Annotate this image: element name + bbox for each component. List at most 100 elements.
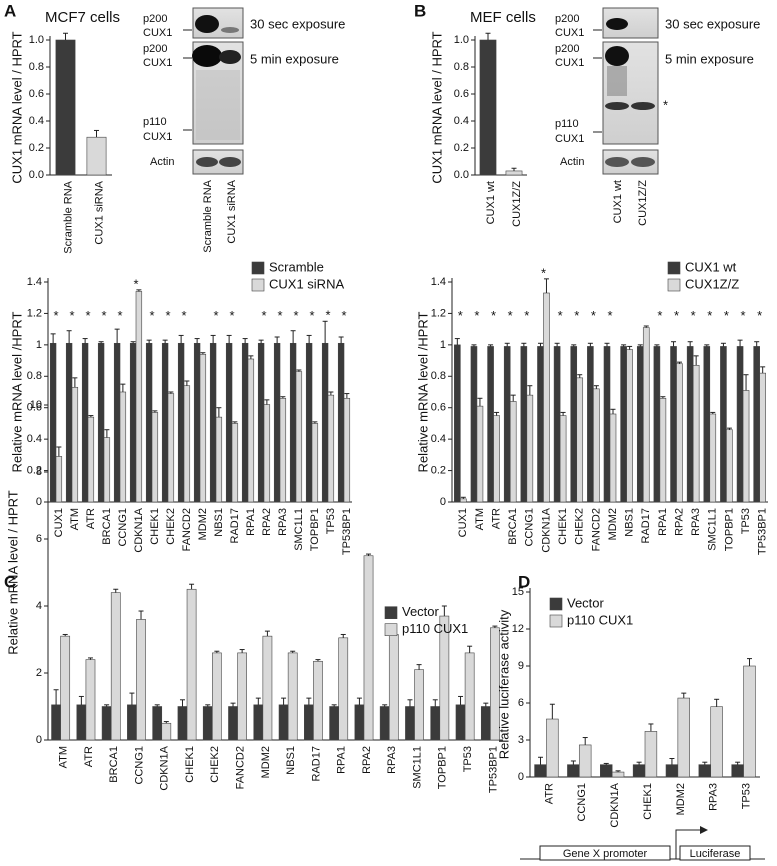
bar [464,652,475,741]
bar [388,634,399,741]
bar [626,349,633,503]
bar [135,291,143,503]
bar [101,706,112,741]
bar [632,764,646,778]
reporter-diagram [520,826,765,861]
bar [642,327,650,503]
significance-mark: * [341,308,346,323]
legend-swatch [251,278,265,292]
x-tick-label: RPA3 [690,508,702,536]
bar [726,429,733,503]
y-tick-label: 10 [30,399,42,411]
bar [329,706,339,741]
bar [338,637,349,741]
bar [60,635,71,741]
y-tick-label: 6 [36,533,42,545]
lane-label: CUX1 siRNA [226,179,238,243]
bar [354,704,365,741]
bar [343,397,351,503]
bar [151,412,159,503]
bar [49,342,57,503]
x-tick-label: CUX1 siRNA [93,180,105,244]
y-tick-label: 0.6 [27,402,42,414]
bar [636,346,644,503]
y-tick-label: 1 [440,339,446,351]
bar [202,706,213,741]
y-tick-label: 2 [36,667,42,679]
significance-mark: * [541,265,546,280]
y-axis-label: Relative mRNA level /HPRT [9,312,24,473]
bar [177,342,185,503]
y-tick-label: 0.8 [431,370,446,382]
x-tick-label: CUX1 wt [485,181,497,224]
bar [405,706,415,741]
marker-label: p200 [555,13,579,25]
marker-label: p110 [143,116,167,128]
bar [503,346,511,503]
bar [113,342,121,503]
western-blot-a [183,7,244,175]
bar [81,342,89,503]
marker-label: CUX1 [555,57,584,69]
x-tick-label: CCNG1 [524,508,536,547]
x-tick-label: CHEK1 [557,508,569,545]
legend-label: CUX1 siRNA [269,276,344,291]
bar [183,385,191,503]
y-tick-label: 3 [518,734,524,746]
bar [177,706,188,741]
significance-mark: * [741,308,746,323]
bar [653,346,661,503]
bar [526,394,534,503]
bar [86,136,107,176]
bar [480,706,491,741]
bar [659,397,667,503]
bar [476,405,484,503]
y-tick-label: 0.4 [29,115,44,127]
panel-letter: D [518,572,530,591]
bar [600,764,613,778]
x-tick-label: CDKN1A [133,507,145,552]
bar [670,346,677,503]
bar [127,704,137,741]
x-tick-label: CDKN1A [540,507,552,552]
bar [460,498,467,503]
y-tick-label: 0.8 [454,61,469,73]
bar [559,415,567,503]
x-tick-label: CCNG1 [576,783,588,822]
bar [257,342,265,503]
bar [703,346,711,503]
y-tick-label: 15 [512,586,524,598]
marker-label: Actin [560,156,584,168]
significance-mark: * [524,308,529,323]
x-tick-label: TOPBP1 [437,746,449,789]
panel-letter: B [414,1,426,20]
x-tick-label: TP53BP1 [757,508,769,555]
exposure-label: 30 sec exposure [250,16,345,31]
bar [736,346,744,503]
bar [161,342,169,503]
bar [676,363,683,503]
bar [567,764,580,778]
significance-mark: * [309,308,314,323]
legend-label: p110 CUX1 [402,621,468,636]
bar [65,342,73,503]
y-tick-label: 0.6 [29,88,44,100]
x-tick-label: ATR [490,508,502,529]
significance-mark: * [85,308,90,323]
significance-mark: * [657,308,662,323]
y-tick-label: 1.2 [431,307,446,319]
bar [620,346,627,503]
legend-swatch [384,623,398,637]
significance-mark: * [491,308,496,323]
x-tick-label: CUX1Z/Z [511,181,523,227]
significance-mark: * [707,308,712,323]
x-tick-label: RPA2 [361,746,373,774]
bar [215,416,223,503]
bar [262,635,273,741]
legend-swatch [549,597,563,611]
bar [686,346,694,503]
significance-mark: * [691,308,696,323]
bar [136,619,146,741]
x-tick-label: RAD17 [640,508,652,543]
bar [609,413,617,503]
